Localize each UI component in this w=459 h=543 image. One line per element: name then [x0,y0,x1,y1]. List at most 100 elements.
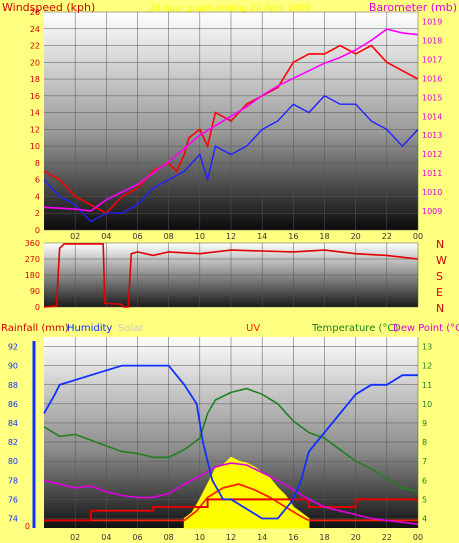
windspeed-tick-20: 20 [30,58,40,67]
windspeed-tick-14: 14 [30,109,40,118]
dewpoint-axis-label: Dew Point (°C) [393,323,459,334]
time-tick-bottom-04: 04 [101,533,111,542]
windspeed-tick-4: 4 [35,192,40,201]
windspeed-tick-26: 26 [30,8,40,17]
humidity-tick-80: 80 [8,457,18,466]
barometer-tick-1009: 1009 [422,207,442,216]
graph-title: 24 hour graph ending 24 April 2009 [149,4,311,14]
compass-label-0: N [436,238,444,251]
compass-label-3: E [436,286,443,299]
time-tick-bottom-02: 02 [70,533,80,542]
climate-panel-gridlines [44,337,419,528]
compass-label-4: N [436,302,444,315]
barometer-tick-1015: 1015 [422,93,442,102]
humidity-series [43,364,418,520]
solar-series [183,456,310,529]
humidity-tick-74: 74 [8,514,18,523]
direction-panel-gridlines [44,242,419,308]
temperature-tick-9: 9 [422,419,427,428]
barometer-tick-1019: 1019 [422,17,442,26]
rainfall-series [44,498,418,522]
humidity-tick-82: 82 [8,438,18,447]
time-tick-top-20: 20 [351,232,361,241]
barometer-tick-1014: 1014 [422,112,442,121]
uv-series [44,483,418,522]
humidity-tick-84: 84 [8,419,18,428]
humidity-tick-90: 90 [8,362,18,371]
windspeed-tick-22: 22 [30,42,40,51]
barometer-tick-1018: 1018 [422,36,442,45]
humidity-tick-92: 92 [8,343,18,352]
solar-axis-label: Solar [118,323,144,334]
temperature-tick-7: 7 [422,457,427,466]
time-tick-top-06: 06 [132,232,142,241]
wind-direction-series [43,243,419,308]
time-tick-labels-bottom: 02 04 06 08 10 12 14 16 18 20 22 00 [70,533,423,542]
temperature-series [43,387,419,493]
time-tick-bottom-16: 16 [288,533,298,542]
temperature-tick-6: 6 [422,476,427,485]
windspeed-gust-series [43,44,419,215]
direction-tick-180: 180 [25,271,40,280]
windspeed-tick-16: 16 [30,92,40,101]
windspeed-tick-2: 2 [35,209,40,218]
temperature-tick-10: 10 [422,400,432,409]
time-tick-bottom-14: 14 [257,533,267,542]
time-tick-bottom-00: 00 [413,533,423,542]
wind-panel-gridlines [44,11,419,231]
windspeed-tick-6: 6 [35,176,40,185]
temperature-tick-4: 4 [422,514,427,523]
humidity-tick-88: 88 [8,381,18,390]
uv-axis-label: UV [246,323,260,334]
time-tick-top-04: 04 [101,232,111,241]
time-tick-bottom-10: 10 [195,533,205,542]
temperature-tick-13: 13 [422,343,432,352]
direction-tick-360: 360 [25,239,40,248]
time-tick-top-14: 14 [257,232,267,241]
temperature-tick-8: 8 [422,438,427,447]
temperature-tick-5: 5 [422,495,427,504]
windspeed-axis-label: Windspeed (kph) [2,1,95,14]
temperature-tick-12: 12 [422,362,432,371]
rain-scale-zero: 0 [25,522,30,531]
windspeed-tick-18: 18 [30,75,40,84]
barometer-tick-1010: 1010 [422,188,442,197]
time-tick-bottom-22: 22 [382,533,392,542]
compass-label-1: W [436,254,447,267]
direction-tick-270: 270 [25,255,40,264]
barometer-tick-labels: 1009 1010 1011 1012 1013 1014 1015 1016 1017 1018… [422,17,442,216]
time-tick-labels-top: 02 04 06 08 10 12 14 16 18 20 22 00 [70,232,423,241]
direction-tick-labels: 0 90 180 270 360 [25,239,40,312]
windspeed-tick-0: 0 [35,226,40,235]
windspeed-tick-10: 10 [30,142,40,151]
windspeed-tick-12: 12 [30,125,40,134]
time-tick-bottom-06: 06 [132,533,142,542]
time-tick-top-12: 12 [226,232,236,241]
temperature-tick-11: 11 [422,381,432,390]
time-tick-bottom-20: 20 [351,533,361,542]
rainfall-axis-label: Rainfall (mm) [1,323,69,334]
time-tick-top-02: 02 [70,232,80,241]
compass-label-2: S [436,270,443,283]
barometer-series [43,28,419,212]
time-tick-bottom-12: 12 [226,533,236,542]
barometer-tick-1016: 1016 [422,74,442,83]
humidity-tick-76: 76 [8,495,18,504]
humidity-tick-78: 78 [8,476,18,485]
barometer-tick-1012: 1012 [422,150,442,159]
time-tick-bottom-18: 18 [319,533,329,542]
dewpoint-series [43,462,419,525]
humidity-axis-label: Humidity [67,323,112,334]
time-tick-top-22: 22 [382,232,392,241]
time-tick-top-16: 16 [288,232,298,241]
humidity-tick-labels: 74 76 78 80 82 84 86 88 90 92 [8,343,18,524]
windspeed-tick-24: 24 [30,25,40,34]
barometer-tick-1013: 1013 [422,131,442,140]
windspeed-average-series [43,94,419,223]
direction-tick-0: 0 [35,303,40,312]
time-tick-bottom-08: 08 [164,533,174,542]
